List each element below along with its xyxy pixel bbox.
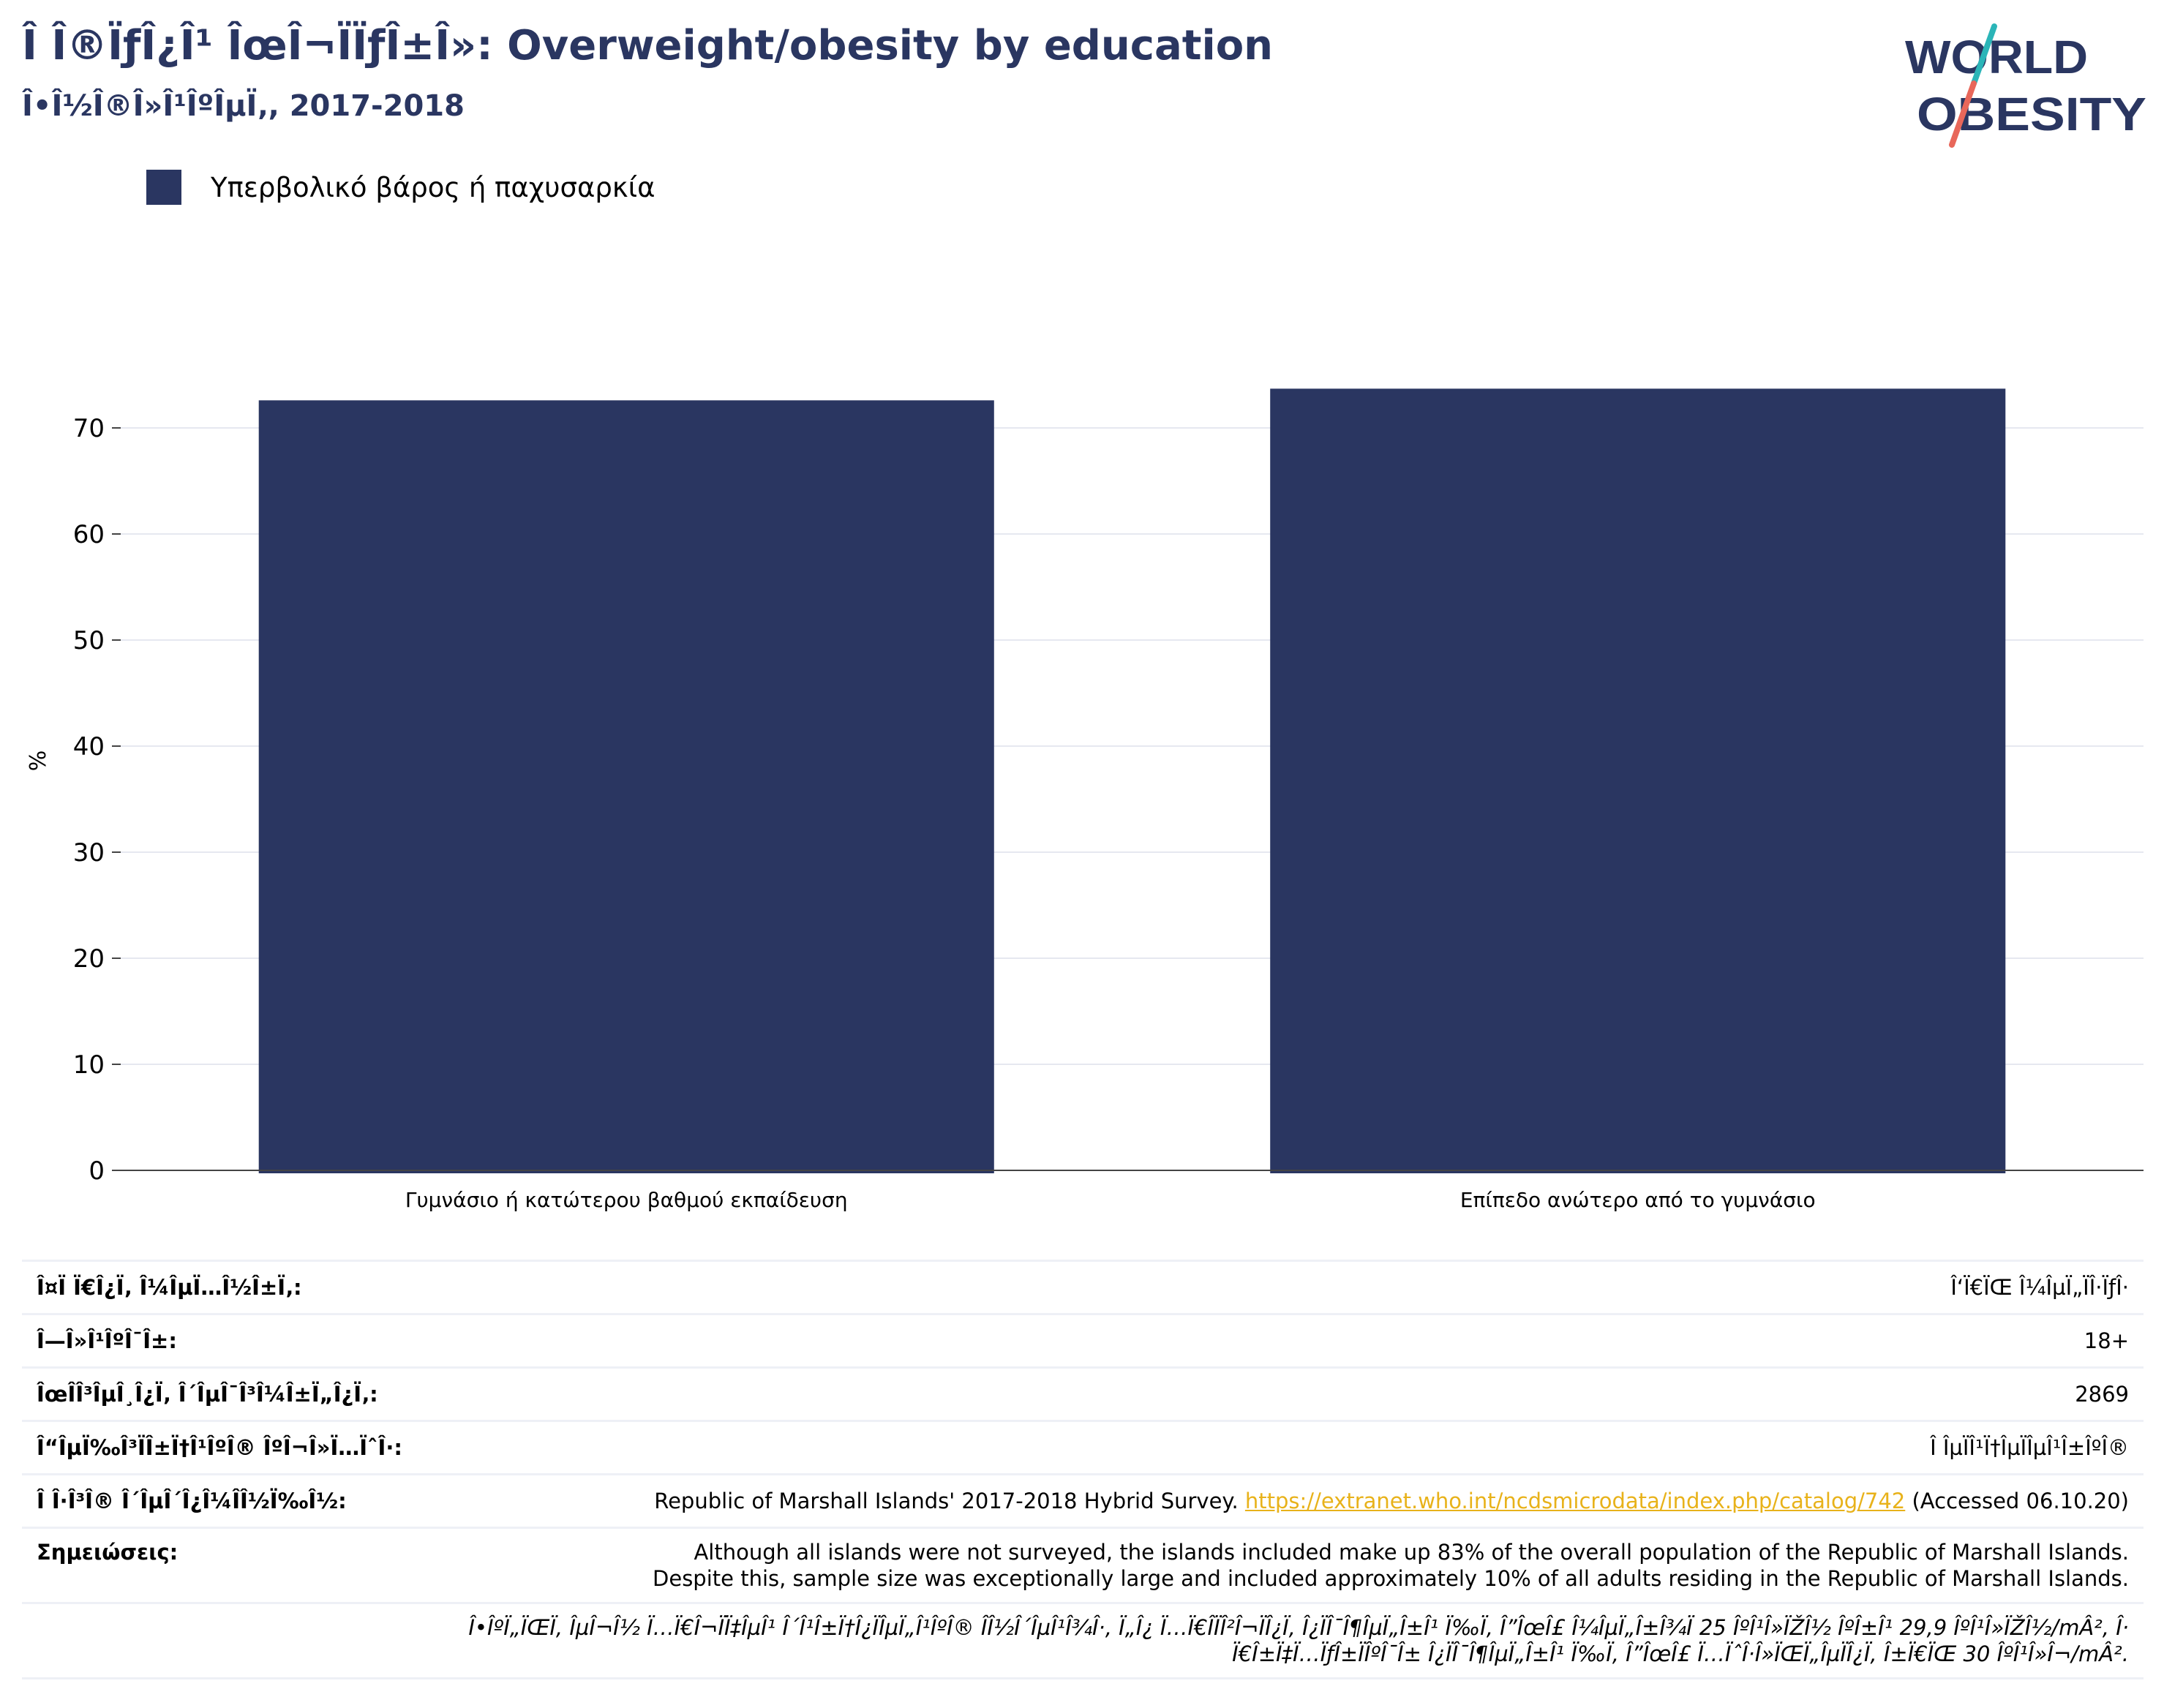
logo-slash-teal xyxy=(1971,23,1997,86)
y-tick-label: 50 xyxy=(73,626,105,655)
info-value: Î‘Ï€ÏŒ Î¼ÎµÏ„ÏÎ·ÏƒÎ· xyxy=(1950,1275,2129,1300)
y-tick-labels: 0 10 20 30 40 50 60 70 xyxy=(73,414,121,1186)
info-label: Î—Î»Î¹ÎºÎ¯Î±: xyxy=(37,1328,177,1353)
source-label: Î Î·Î³Î® Î´ÎµÎ´Î¿Î¼Î­Î½Ï‰Î½: xyxy=(37,1489,347,1513)
info-value: Î ÎµÏÎ¹Ï†ÎµÏÎµÎ¹Î±ÎºÎ® xyxy=(1930,1435,2129,1460)
info-label: Î“ÎµÏ‰Î³ÏÎ±Ï†Î¹ÎºÎ® ÎºÎ¬Î»Ï…ÏˆÎ·: xyxy=(37,1435,402,1460)
bar-chart: 0 10 20 30 40 50 60 70 Γυμνάσιο ή κατώτερου βαθ… xyxy=(26,388,2144,1212)
y-tick-label: 30 xyxy=(73,838,105,868)
notes-label: Σημειώσεις: xyxy=(37,1540,179,1565)
chart-title: Î Î®ÏƒÎ¿Î¹ ÎœÎ¬ÏÏƒÎ±Î»: Overweight/obesi… xyxy=(22,22,1274,69)
legend-label: Υπερβολικό βάρος ή παχυσαρκία xyxy=(211,171,655,203)
notes-line: Although all islands were not surveyed, … xyxy=(694,1540,2129,1565)
info-row-source: Î Î·Î³Î® Î´ÎµÎ´Î¿Î¼Î­Î½Ï‰Î½: Republic of… xyxy=(22,1474,2144,1528)
info-value: 2869 xyxy=(2075,1382,2129,1407)
y-axis-label: % xyxy=(26,750,51,772)
info-label: Î¤Ï Ï€Î¿Ï‚ Î¼ÎµÏ…Î½Î±Ï‚: xyxy=(37,1275,302,1300)
info-row-coverage: Î“ÎµÏ‰Î³ÏÎ±Ï†Î¹ÎºÎ® ÎºÎ¬Î»Ï…ÏˆÎ·: Î ÎµÏÎ… xyxy=(22,1421,2144,1475)
x-tick-labels: Γυμνάσιο ή κατώτερου βαθμού εκπαίδευση Επ… xyxy=(121,1170,2144,1212)
info-row-measurement: Î¤Ï Ï€Î¿Ï‚ Î¼ÎµÏ…Î½Î±Ï‚: Î‘Ï€ÏŒ Î¼ÎµÏ„ÏÎ… xyxy=(22,1260,2144,1314)
footnote: Î•ÎºÏ„ÏŒÏ‚ ÎµÎ¬Î½ Ï…Ï€Î¬ÏÏ‡ÎµÎ¹ Î´Î¹Î±Ï†… xyxy=(22,1603,2144,1679)
y-tick-label: 20 xyxy=(73,944,105,974)
y-tick-label: 10 xyxy=(73,1050,105,1080)
footnote-line: Î•ÎºÏ„ÏŒÏ‚ ÎµÎ¬Î½ Ï…Ï€Î¬ÏÏ‡ÎµÎ¹ Î´Î¹Î±Ï†… xyxy=(468,1615,2129,1640)
y-tick-label: 40 xyxy=(73,732,105,761)
x-tick-label: Επίπεδο ανώτερο από το γυμνάσιο xyxy=(1460,1188,1816,1212)
logo-world-text: WORLD xyxy=(1905,31,2088,83)
source-link[interactable]: https://extranet.who.int/ncdsmicrodata/i… xyxy=(1244,1489,1906,1513)
logo-obesity-text: OBESITY xyxy=(1917,88,2146,140)
info-row-sample-size: ÎœÎ­Î³ÎµÎ¸Î¿Ï‚ Î´ÎµÎ¯Î³Î¼Î±Ï„Î¿Ï‚: 2869 xyxy=(22,1367,2144,1421)
y-tick-label: 70 xyxy=(73,414,105,443)
source-text: Republic of Marshall Islands' 2017-2018 … xyxy=(654,1489,1239,1513)
world-obesity-logo: WORLD OBESITY xyxy=(1905,23,2146,148)
notes-value: Although all islands were not surveyed, … xyxy=(563,1528,2144,1603)
info-value: 18+ xyxy=(2084,1328,2129,1353)
logo-slash-coral xyxy=(1949,80,1977,148)
x-tick-label: Γυμνάσιο ή κατώτερου βαθμού εκπαίδευση xyxy=(405,1188,848,1212)
source-accessed: (Accessed 06.10.20) xyxy=(1912,1489,2129,1513)
legend-swatch xyxy=(146,170,181,205)
y-tick-label: 0 xyxy=(89,1156,105,1186)
chart-legend: Υπερβολικό βάρος ή παχυσαρκία xyxy=(146,170,655,205)
notes-line: Despite this, sample size was exceptiona… xyxy=(653,1566,2129,1591)
info-row-footnote: Î•ÎºÏ„ÏŒÏ‚ ÎµÎ¬Î½ Ï…Ï€Î¬ÏÏ‡ÎµÎ¹ Î´Î¹Î±Ï†… xyxy=(22,1603,2144,1679)
info-row-age: Î—Î»Î¹ÎºÎ¯Î±: 18+ xyxy=(22,1314,2144,1368)
source-value: Republic of Marshall Islands' 2017-2018 … xyxy=(563,1475,2144,1528)
y-tick-label: 60 xyxy=(73,520,105,549)
footnote-line: Ï€Î±Ï‡Ï…ÏƒÎ±ÏÎºÎ¯Î± Î¿ÏÎ¯Î¶ÎµÏ„Î±Î¹ Ï‰Ï‚… xyxy=(1232,1641,2129,1666)
info-label: ÎœÎ­Î³ÎµÎ¸Î¿Ï‚ Î´ÎµÎ¯Î³Î¼Î±Ï„Î¿Ï‚: xyxy=(37,1382,378,1407)
info-table: Î¤Ï Ï€Î¿Ï‚ Î¼ÎµÏ…Î½Î±Ï‚: Î‘Ï€ÏŒ Î¼ÎµÏ„ÏÎ… xyxy=(22,1260,2144,1679)
bar xyxy=(1270,388,2006,1173)
chart-subtitle: Î•Î½Î®Î»Î¹ÎºÎµÏ‚, 2017-2018 xyxy=(22,89,465,123)
bar xyxy=(258,400,994,1173)
bars xyxy=(258,388,2006,1173)
info-row-notes: Σημειώσεις: Although all islands were no… xyxy=(22,1527,2144,1603)
